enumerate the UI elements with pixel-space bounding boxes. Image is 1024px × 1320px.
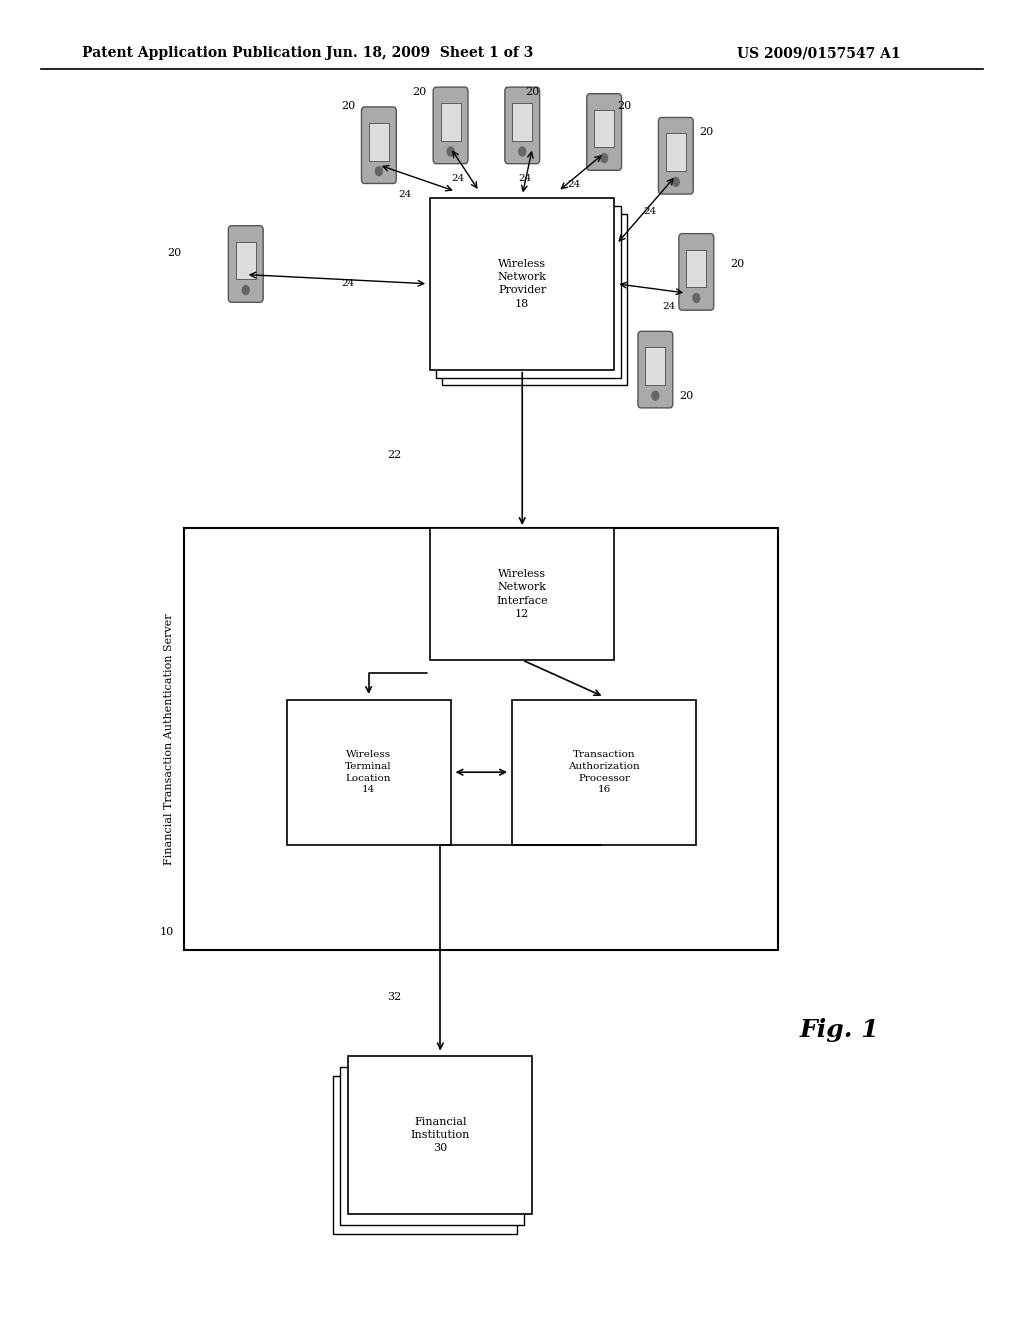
Circle shape <box>447 147 454 156</box>
Text: 20: 20 <box>341 100 355 111</box>
FancyBboxPatch shape <box>340 1067 524 1225</box>
Text: 20: 20 <box>167 248 181 259</box>
Text: Financial
Institution
30: Financial Institution 30 <box>411 1117 470 1154</box>
Text: 24: 24 <box>398 190 411 198</box>
FancyBboxPatch shape <box>594 110 614 148</box>
Text: 24: 24 <box>519 174 531 182</box>
Text: 20: 20 <box>699 127 714 137</box>
Text: US 2009/0157547 A1: US 2009/0157547 A1 <box>737 46 901 61</box>
Text: 20: 20 <box>525 87 540 98</box>
FancyBboxPatch shape <box>436 206 621 378</box>
Text: Jun. 18, 2009  Sheet 1 of 3: Jun. 18, 2009 Sheet 1 of 3 <box>327 46 534 61</box>
FancyBboxPatch shape <box>512 103 532 141</box>
Text: Financial Transaction Authentication Server: Financial Transaction Authentication Ser… <box>164 614 174 865</box>
FancyBboxPatch shape <box>679 234 714 310</box>
FancyBboxPatch shape <box>228 226 263 302</box>
FancyBboxPatch shape <box>666 133 686 172</box>
FancyBboxPatch shape <box>287 700 451 845</box>
Text: 20: 20 <box>617 100 632 111</box>
Circle shape <box>376 166 382 176</box>
FancyBboxPatch shape <box>348 1056 532 1214</box>
FancyBboxPatch shape <box>686 249 707 288</box>
Text: 24: 24 <box>452 174 464 182</box>
Text: Wireless
Network
Provider
18: Wireless Network Provider 18 <box>498 259 547 309</box>
Text: 10: 10 <box>160 927 174 937</box>
FancyBboxPatch shape <box>236 242 256 280</box>
FancyBboxPatch shape <box>645 347 666 385</box>
FancyBboxPatch shape <box>442 214 627 385</box>
FancyBboxPatch shape <box>512 700 696 845</box>
FancyBboxPatch shape <box>430 198 614 370</box>
Circle shape <box>243 285 249 294</box>
Text: Wireless
Terminal
Location
14: Wireless Terminal Location 14 <box>345 750 392 795</box>
Circle shape <box>601 153 607 162</box>
FancyBboxPatch shape <box>505 87 540 164</box>
FancyBboxPatch shape <box>658 117 693 194</box>
Circle shape <box>652 391 658 400</box>
FancyBboxPatch shape <box>333 1076 517 1234</box>
Text: 24: 24 <box>663 302 675 310</box>
FancyBboxPatch shape <box>433 87 468 164</box>
Text: 22: 22 <box>387 450 401 461</box>
FancyBboxPatch shape <box>587 94 622 170</box>
Text: 24: 24 <box>644 207 656 215</box>
Text: 20: 20 <box>679 391 693 401</box>
FancyBboxPatch shape <box>638 331 673 408</box>
Text: Patent Application Publication: Patent Application Publication <box>82 46 322 61</box>
FancyBboxPatch shape <box>369 123 389 161</box>
Text: Transaction
Authorization
Processor
16: Transaction Authorization Processor 16 <box>568 750 640 795</box>
Text: 20: 20 <box>413 87 427 98</box>
Circle shape <box>673 177 679 186</box>
Text: 20: 20 <box>730 259 744 269</box>
Text: Wireless
Network
Interface
12: Wireless Network Interface 12 <box>497 569 548 619</box>
FancyBboxPatch shape <box>430 528 614 660</box>
Circle shape <box>519 147 525 156</box>
FancyBboxPatch shape <box>184 528 778 950</box>
FancyBboxPatch shape <box>440 103 461 141</box>
Circle shape <box>693 293 699 302</box>
Text: 24: 24 <box>567 181 580 189</box>
Text: 24: 24 <box>342 280 354 288</box>
Text: Fig. 1: Fig. 1 <box>800 1018 880 1041</box>
FancyBboxPatch shape <box>361 107 396 183</box>
Text: 32: 32 <box>387 991 401 1002</box>
